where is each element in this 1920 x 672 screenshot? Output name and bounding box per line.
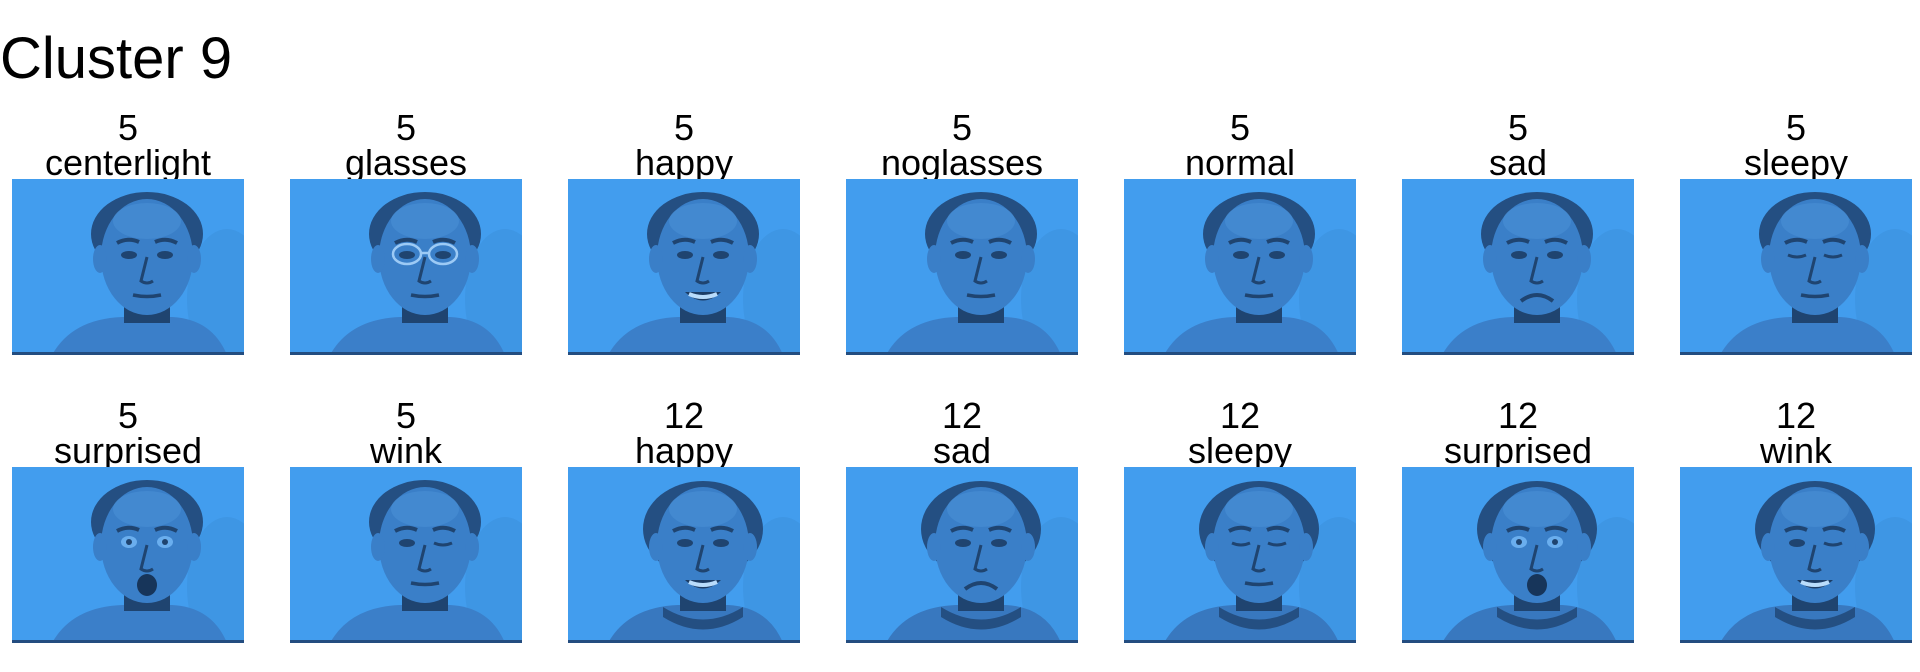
expression-label: happy (634, 433, 734, 467)
expression-label: glasses (344, 145, 468, 179)
face-photo (1402, 179, 1634, 355)
face-image (1124, 467, 1356, 643)
face-photo (568, 467, 800, 643)
face-image (568, 467, 800, 643)
face-tile: 5 sleepy (1680, 110, 1912, 355)
face-tile: 5 glasses (290, 110, 522, 355)
face-image (1402, 179, 1634, 355)
face-photo (290, 179, 522, 355)
subject-number: 5 (951, 107, 973, 148)
face-photo (12, 467, 244, 643)
face-photo (846, 179, 1078, 355)
face-tile: 5 centerlight (12, 110, 244, 355)
subject-number: 5 (117, 395, 139, 436)
face-tile: 12 sleepy (1124, 398, 1356, 643)
face-image (1680, 467, 1912, 643)
subject-number: 12 (663, 395, 705, 436)
face-tile: 12 sad (846, 398, 1078, 643)
subject-number: 5 (1507, 107, 1529, 148)
subject-number: 5 (395, 107, 417, 148)
face-image (12, 467, 244, 643)
expression-label: sad (932, 433, 992, 467)
face-tile: 12 surprised (1402, 398, 1634, 643)
face-image (290, 179, 522, 355)
face-photo (1124, 179, 1356, 355)
face-photo (290, 467, 522, 643)
face-photo (1680, 467, 1912, 643)
face-tile: 12 happy (568, 398, 800, 643)
face-image (846, 467, 1078, 643)
face-image (846, 179, 1078, 355)
face-image (1680, 179, 1912, 355)
expression-label: happy (634, 145, 734, 179)
subject-number: 12 (1775, 395, 1817, 436)
face-image (290, 467, 522, 643)
face-photo (1402, 467, 1634, 643)
face-photo (1124, 467, 1356, 643)
subject-number: 5 (1785, 107, 1807, 148)
expression-label: wink (369, 433, 443, 467)
figure-title: Cluster 9 (0, 26, 233, 91)
subject-number: 12 (1219, 395, 1261, 436)
expression-label: normal (1184, 145, 1296, 179)
face-image (1402, 467, 1634, 643)
face-photo (846, 467, 1078, 643)
subject-number: 12 (941, 395, 983, 436)
face-tile: 12 wink (1680, 398, 1912, 643)
expression-label: centerlight (44, 145, 212, 179)
face-tile: 5 normal (1124, 110, 1356, 355)
face-image (12, 179, 244, 355)
expression-label: surprised (53, 433, 203, 467)
face-photo (568, 179, 800, 355)
face-tile: 5 sad (1402, 110, 1634, 355)
expression-label: wink (1759, 433, 1833, 467)
expression-label: sleepy (1743, 145, 1849, 179)
subject-number: 5 (117, 107, 139, 148)
face-image (568, 179, 800, 355)
expression-label: sad (1488, 145, 1548, 179)
face-tile: 5 wink (290, 398, 522, 643)
face-tile: 5 noglasses (846, 110, 1078, 355)
face-photo (12, 179, 244, 355)
subject-number: 5 (395, 395, 417, 436)
face-tile: 5 happy (568, 110, 800, 355)
expression-label: surprised (1443, 433, 1593, 467)
face-photo (1680, 179, 1912, 355)
face-tile: 5 surprised (12, 398, 244, 643)
subject-number: 5 (1229, 107, 1251, 148)
subject-number: 12 (1497, 395, 1539, 436)
subject-number: 5 (673, 107, 695, 148)
face-image (1124, 179, 1356, 355)
expression-label: sleepy (1187, 433, 1293, 467)
expression-label: noglasses (880, 145, 1044, 179)
